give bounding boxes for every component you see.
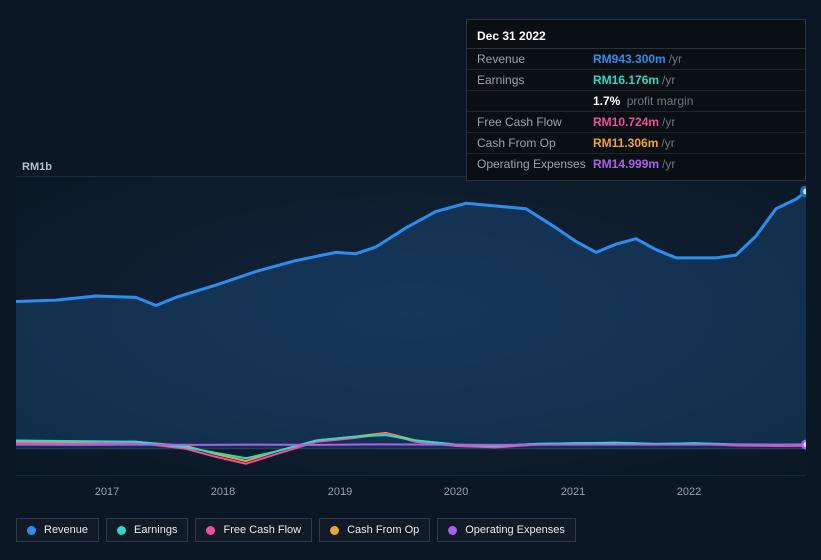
tooltip-value: RM14.999m: [593, 157, 659, 171]
legend-dot-icon: [330, 526, 339, 535]
tooltip-value: RM11.306m: [593, 136, 658, 150]
x-axis-tick: 2018: [211, 486, 235, 498]
x-axis-tick: 2022: [677, 486, 701, 498]
tooltip-label: Free Cash Flow: [477, 114, 593, 130]
x-axis-tick: 2020: [444, 486, 468, 498]
tooltip-row: 1.7% profit margin: [467, 91, 805, 112]
tooltip-suffix: /yr: [662, 157, 675, 171]
legend-dot-icon: [448, 526, 457, 535]
legend-item[interactable]: Operating Expenses: [437, 518, 576, 542]
tooltip-suffix: /yr: [662, 73, 675, 87]
tooltip-value: RM10.724m: [593, 115, 659, 129]
tooltip-label: Earnings: [477, 72, 593, 88]
tooltip-row: Free Cash FlowRM10.724m/yr: [467, 112, 805, 133]
legend-label: Cash From Op: [347, 524, 419, 536]
financials-chart[interactable]: [16, 176, 806, 476]
tooltip-value: RM943.300m: [593, 52, 666, 66]
legend-dot-icon: [117, 526, 126, 535]
legend-label: Earnings: [134, 524, 177, 536]
tooltip-suffix: /yr: [662, 115, 675, 129]
tooltip-pct-label: profit margin: [623, 94, 693, 108]
tooltip-label: Cash From Op: [477, 135, 593, 151]
legend-item[interactable]: Cash From Op: [319, 518, 430, 542]
legend-item[interactable]: Revenue: [16, 518, 99, 542]
tooltip-date: Dec 31 2022: [467, 26, 805, 49]
tooltip-label: [477, 93, 593, 109]
legend-item[interactable]: Free Cash Flow: [195, 518, 312, 542]
tooltip-value: RM16.176m: [593, 73, 659, 87]
x-axis-tick: 2017: [95, 486, 119, 498]
legend-dot-icon: [206, 526, 215, 535]
tooltip-row: RevenueRM943.300m/yr: [467, 49, 805, 70]
x-axis-tick: 2019: [328, 486, 352, 498]
tooltip-row: EarningsRM16.176m/yr: [467, 70, 805, 91]
tooltip-row: Cash From OpRM11.306m/yr: [467, 133, 805, 154]
x-axis-tick: 2021: [561, 486, 585, 498]
hover-tooltip: Dec 31 2022 RevenueRM943.300m/yrEarnings…: [466, 19, 806, 181]
x-axis: 2017 2018 2019 2020 2021 2022: [16, 486, 806, 500]
y-axis-label: RM1b: [22, 161, 52, 173]
tooltip-suffix: /yr: [669, 52, 682, 66]
legend-dot-icon: [27, 526, 36, 535]
tooltip-pct: 1.7%: [593, 94, 620, 108]
legend-label: Revenue: [44, 524, 88, 536]
legend: Revenue Earnings Free Cash Flow Cash From O…: [16, 518, 576, 542]
tooltip-label: Revenue: [477, 51, 593, 67]
legend-item[interactable]: Earnings: [106, 518, 188, 542]
tooltip-suffix: /yr: [661, 136, 674, 150]
legend-label: Free Cash Flow: [223, 524, 301, 536]
tooltip-label: Operating Expenses: [477, 156, 593, 172]
legend-label: Operating Expenses: [465, 524, 565, 536]
tooltip-row: Operating ExpensesRM14.999m/yr: [467, 154, 805, 174]
